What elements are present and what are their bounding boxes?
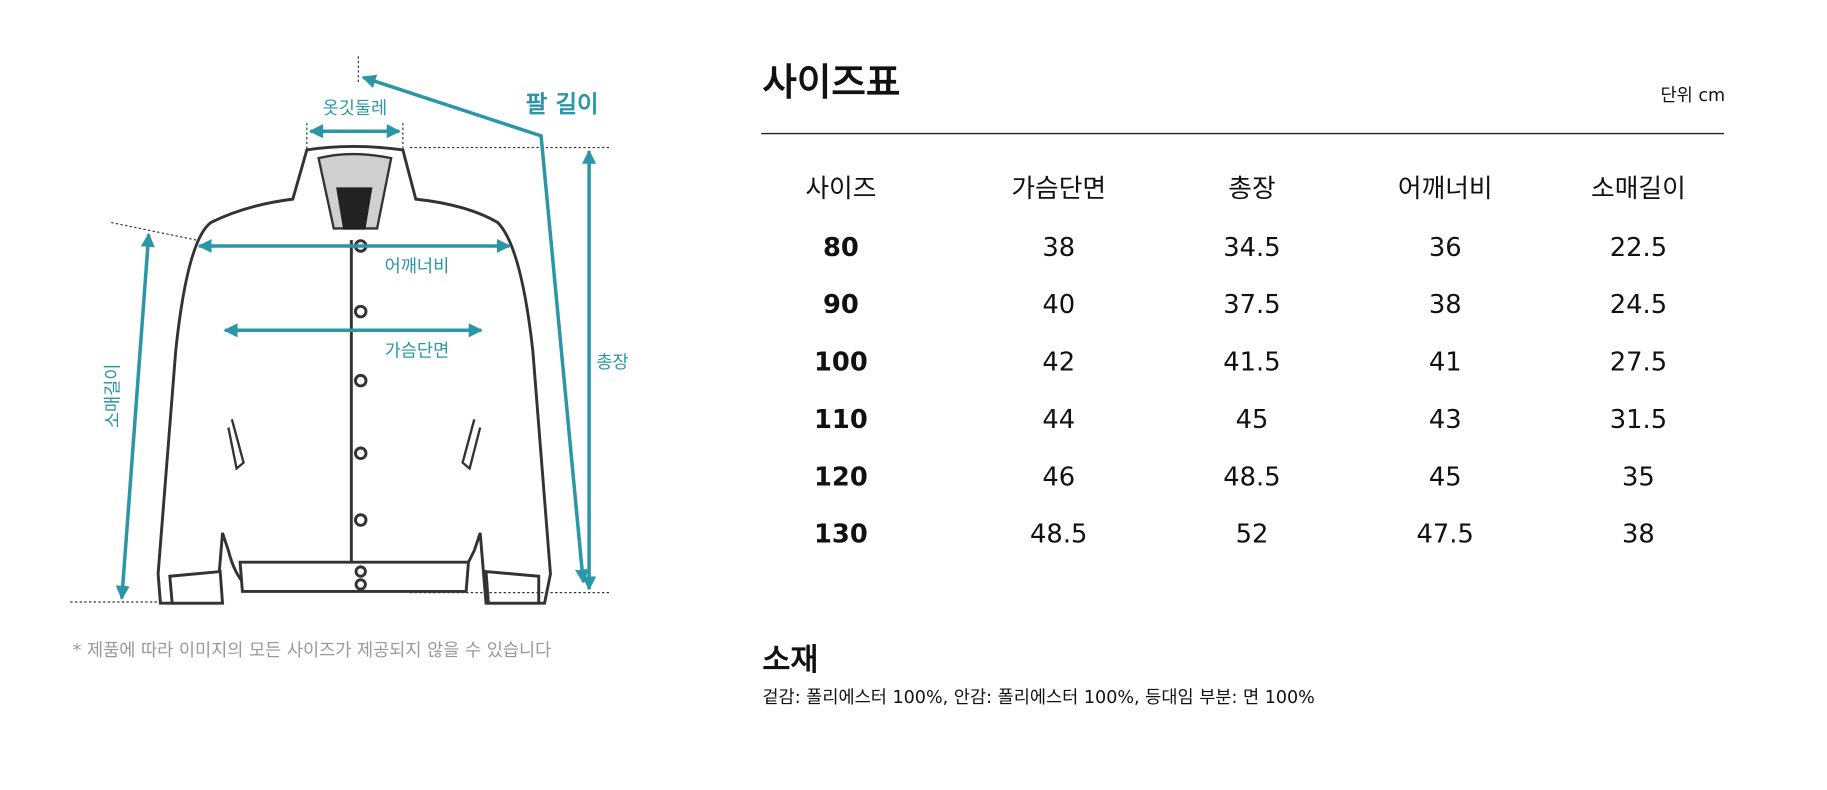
note: * 제품에 따라 이미지의 모든 사이즈가 제공되지 않을 수 있습니다: [73, 641, 552, 661]
value-cell: 38: [1622, 520, 1655, 550]
value-cell: 36: [1429, 233, 1462, 263]
material-title: 소재: [762, 643, 818, 678]
size-cell: 80: [823, 233, 859, 263]
value-cell: 41: [1429, 348, 1462, 378]
value-cell: 24.5: [1610, 290, 1667, 320]
size-cell: 130: [814, 520, 868, 550]
column-header: 사이즈: [805, 174, 876, 204]
value-cell: 46: [1042, 462, 1075, 492]
unit: 단위 cm: [1661, 86, 1726, 106]
value-cell: 40: [1042, 290, 1075, 320]
value-cell: 41.5: [1223, 348, 1280, 378]
value-cell: 31.5: [1610, 405, 1667, 435]
table-title: 사이즈표: [762, 60, 900, 104]
length-label: 총장: [596, 353, 628, 373]
value-cell: 44: [1042, 405, 1075, 435]
value-cell: 45: [1236, 405, 1269, 435]
column-header: 어깨너비: [1398, 174, 1493, 204]
size-cell: 120: [814, 462, 868, 492]
value-cell: 45: [1429, 462, 1462, 492]
column-header: 가슴단면: [1011, 174, 1106, 204]
column-header: 총장: [1228, 174, 1275, 204]
size-cell: 90: [823, 290, 859, 320]
jacket-drawing: 옷깃둘레 팔 길이 어깨너비 가슴단면 총장 소매길이: [70, 56, 629, 605]
size-cell: 100: [814, 348, 868, 378]
value-cell: 22.5: [1610, 233, 1667, 263]
value-cell: 38: [1429, 290, 1462, 320]
value-cell: 38: [1042, 233, 1075, 263]
value-cell: 37.5: [1223, 290, 1280, 320]
shoulder-label: 어깨너비: [385, 257, 450, 277]
collar-label: 옷깃둘레: [323, 99, 388, 119]
arm-label: 팔 길이: [526, 90, 599, 118]
value-cell: 47.5: [1417, 520, 1474, 550]
sleeve-label: 소매길이: [104, 364, 124, 429]
value-cell: 35: [1622, 462, 1655, 492]
chest-label: 가슴단면: [385, 341, 450, 361]
value-cell: 34.5: [1223, 233, 1280, 263]
value-cell: 43: [1429, 405, 1462, 435]
material-text: 겉감: 폴리에스터 100%, 안감: 폴리에스터 100%, 등대임 부분: …: [762, 688, 1314, 708]
value-cell: 48.5: [1030, 520, 1087, 550]
size-table: 사이즈 가슴단면 총장 어깨너비 소매길이 80 38 34.5 36 22.5 90 40 37.5 3…: [805, 174, 1685, 549]
value-cell: 48.5: [1223, 462, 1280, 492]
value-cell: 42: [1042, 348, 1075, 378]
size-cell: 110: [814, 405, 868, 435]
value-cell: 27.5: [1610, 348, 1667, 378]
value-cell: 52: [1236, 520, 1269, 550]
column-header: 소매길이: [1591, 174, 1686, 204]
